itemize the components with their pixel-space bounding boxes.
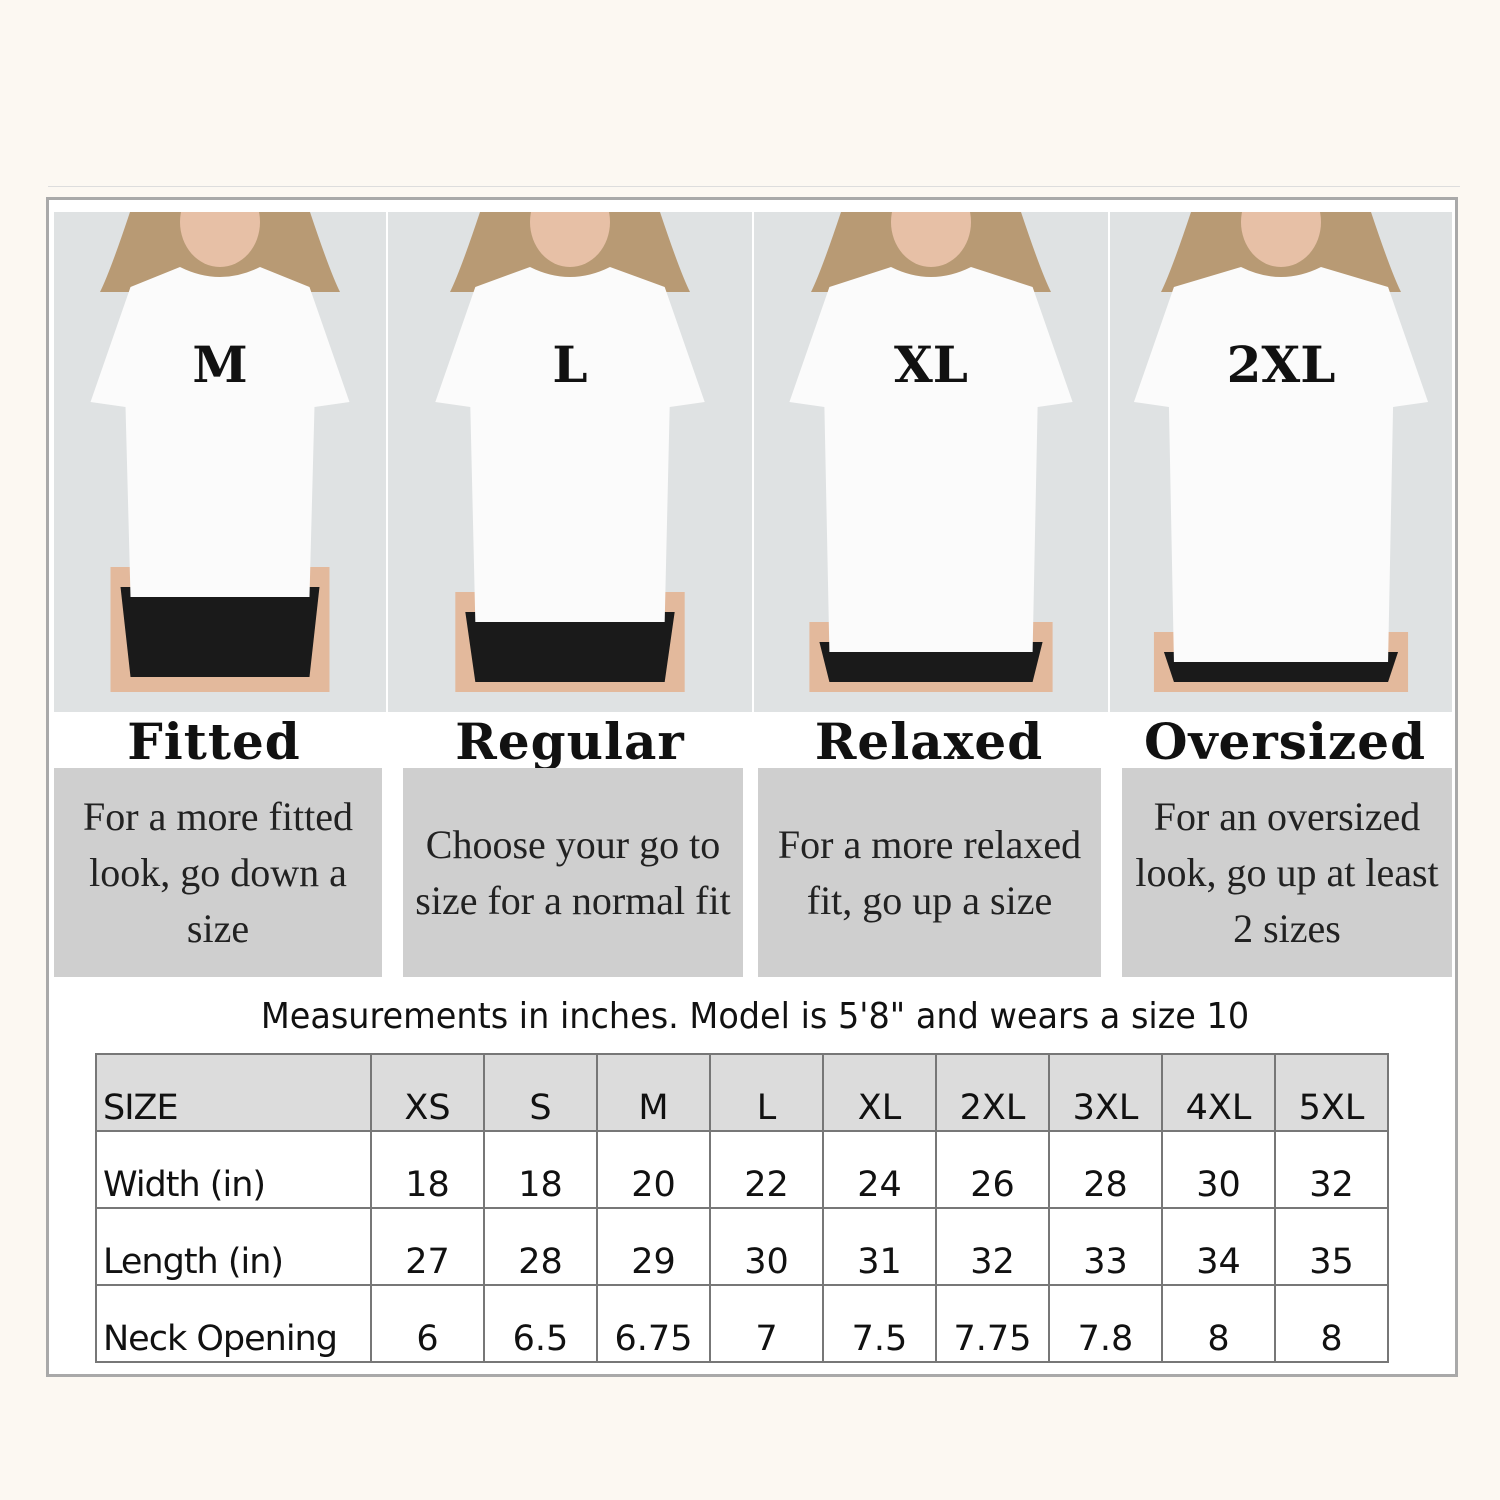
table-cell: 6 <box>370 1284 485 1363</box>
table-cell: 33 <box>1048 1207 1163 1286</box>
fit-description: For a more relaxed fit, go up a size <box>758 768 1101 977</box>
table-cell: 7.75 <box>935 1284 1050 1363</box>
fit-title: Oversized <box>1143 712 1427 771</box>
table-cell: 28 <box>1048 1130 1163 1209</box>
table-cell: 4XL <box>1161 1053 1276 1132</box>
table-cell: 6.75 <box>596 1284 711 1363</box>
model-photo-regular <box>388 212 752 712</box>
table-cell: 28 <box>483 1207 598 1286</box>
table-cell: 31 <box>822 1207 937 1286</box>
size-table: SIZE XS S M L XL 2XL 3XL 4XL 5XL Width (in) 18 18 20 2… <box>95 1053 1389 1363</box>
top-divider <box>48 186 1460 187</box>
fit-title: Fitted <box>127 712 301 771</box>
table-cell: 30 <box>1161 1130 1276 1209</box>
table-cell: 7.8 <box>1048 1284 1163 1363</box>
size-label: M <box>192 335 248 394</box>
table-cell: 24 <box>822 1130 937 1209</box>
fit-description: For an oversized look, go up at least 2 … <box>1122 768 1452 977</box>
table-cell: 6.5 <box>483 1284 598 1363</box>
table-cell: 29 <box>596 1207 711 1286</box>
table-cell: 30 <box>709 1207 824 1286</box>
row-label: Neck Opening <box>95 1284 372 1363</box>
model-illustration <box>90 212 350 692</box>
table-cell: S <box>483 1053 598 1132</box>
table-cell: 8 <box>1274 1284 1389 1363</box>
table-cell: 27 <box>370 1207 485 1286</box>
table-cell: XS <box>370 1053 485 1132</box>
table-cell: 20 <box>596 1130 711 1209</box>
table-cell: XL <box>822 1053 937 1132</box>
table-row: Length (in) 27 28 29 30 31 32 33 34 35 <box>95 1207 1389 1286</box>
table-cell: 18 <box>370 1130 485 1209</box>
table-row: Neck Opening 6 6.5 6.75 7 7.5 7.75 7.8 8 8 <box>95 1284 1389 1363</box>
fit-description: For a more fitted look, go down a size <box>54 768 382 977</box>
measurement-caption: Measurements in inches. Model is 5'8" an… <box>260 996 1250 1037</box>
table-cell: 3XL <box>1048 1053 1163 1132</box>
table-row: Width (in) 18 18 20 22 24 26 28 30 32 <box>95 1130 1389 1209</box>
row-label: Width (in) <box>95 1130 372 1209</box>
model-photo-relaxed <box>754 212 1108 712</box>
table-cell: L <box>709 1053 824 1132</box>
model-illustration <box>435 212 705 692</box>
table-cell: 7 <box>709 1284 824 1363</box>
fit-title: Regular <box>455 712 685 771</box>
model-photo-fitted <box>54 212 386 712</box>
table-cell: 35 <box>1274 1207 1389 1286</box>
table-cell: 2XL <box>935 1053 1050 1132</box>
model-illustration <box>789 212 1073 692</box>
table-cell: 32 <box>935 1207 1050 1286</box>
table-header-row: SIZE XS S M L XL 2XL 3XL 4XL 5XL <box>95 1053 1389 1132</box>
fit-title: Relaxed <box>814 712 1044 771</box>
table-cell: 32 <box>1274 1130 1389 1209</box>
fit-description: Choose your go to size for a normal fit <box>403 768 743 977</box>
size-label: XL <box>894 335 968 394</box>
model-illustration <box>1133 212 1429 692</box>
table-cell: 18 <box>483 1130 598 1209</box>
table-cell: 22 <box>709 1130 824 1209</box>
table-cell: 7.5 <box>822 1284 937 1363</box>
model-photo-oversized <box>1110 212 1452 712</box>
row-label: Length (in) <box>95 1207 372 1286</box>
table-cell: 34 <box>1161 1207 1276 1286</box>
table-cell: M <box>596 1053 711 1132</box>
size-label: 2XL <box>1226 335 1336 394</box>
size-label: L <box>552 335 588 394</box>
table-cell: 8 <box>1161 1284 1276 1363</box>
row-label: SIZE <box>95 1053 372 1132</box>
table-cell: 5XL <box>1274 1053 1389 1132</box>
table-cell: 26 <box>935 1130 1050 1209</box>
